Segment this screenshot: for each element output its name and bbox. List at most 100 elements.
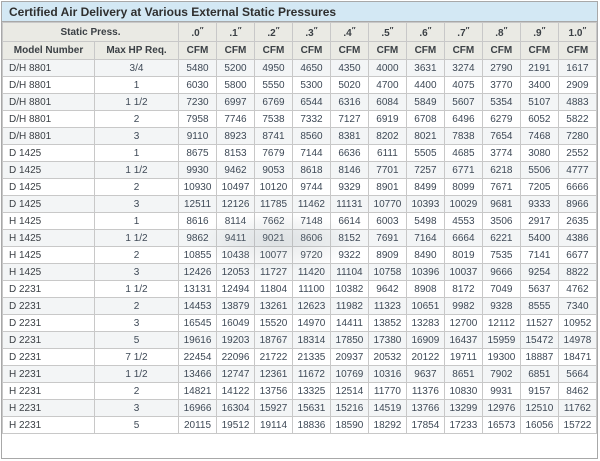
cfm-value-cell: 11100 (291, 280, 331, 298)
cfm-value-cell: 10855 (178, 246, 217, 264)
inch-mark: ″ (275, 25, 280, 35)
cfm-value-cell: 13299 (443, 399, 483, 417)
cfm-value-cell: 12053 (216, 263, 255, 281)
cfm-value-cell: 14411 (329, 314, 369, 332)
table-row: D 2231 7 1/2 22454 22096 21722 21335 20937 2053… (2, 348, 598, 366)
inch-mark: ″ (503, 25, 508, 35)
cfm-value-cell: 1617 (557, 59, 598, 77)
cfm-value-cell: 18292 (367, 416, 407, 434)
cfm-value-cell: 10077 (253, 246, 293, 264)
cfm-value-cell: 6636 (329, 144, 369, 162)
cfm-value-cell: 7230 (178, 93, 217, 111)
pressure-header-row: Static Press. .0″ .1″ .2″ .3″ .4″ .5″ .6″ .7″ .8… (1, 22, 598, 42)
cfm-value-cell: 10758 (367, 263, 407, 281)
model-number-header: Model Number (2, 41, 95, 60)
cfm-value-cell: 6084 (367, 93, 407, 111)
cfm-value-cell: 13466 (178, 365, 217, 383)
cfm-value-cell: 6677 (557, 246, 598, 264)
cfm-value-cell: 5498 (405, 212, 445, 230)
model-number-cell: D 1425 (2, 195, 95, 213)
cfm-value-cell: 7332 (291, 110, 331, 128)
pressure-value: .6 (419, 27, 428, 39)
pressure-header-8in: .8″ (481, 22, 521, 42)
cfm-value-cell: 16304 (216, 399, 255, 417)
cfm-value-cell: 15631 (291, 399, 331, 417)
cfm-value-cell: 9930 (178, 161, 217, 179)
cfm-value-cell: 3506 (481, 212, 521, 230)
cfm-value-cell: 4553 (443, 212, 483, 230)
cfm-value-cell: 6218 (481, 161, 521, 179)
cfm-value-cell: 19711 (443, 348, 483, 366)
cfm-value-cell: 22454 (178, 348, 217, 366)
cfm-value-cell: 10037 (443, 263, 483, 281)
max-hp-cell: 3 (93, 195, 180, 213)
cfm-value-cell: 7902 (481, 365, 521, 383)
cfm-value-cell: 2909 (557, 76, 598, 94)
cfm-value-cell: 11376 (405, 382, 445, 400)
cfm-value-cell: 3774 (481, 144, 521, 162)
cfm-value-cell: 5849 (405, 93, 445, 111)
cfm-value-cell: 11131 (329, 195, 369, 213)
pressure-header-2in: .2″ (253, 22, 293, 42)
cfm-value-cell: 11982 (329, 297, 369, 315)
table-row: H 1425 3 12426 12053 11727 11420 11104 10758 103… (2, 263, 598, 281)
pressure-header-0in: .0″ (178, 22, 217, 42)
max-hp-cell: 1 (93, 212, 180, 230)
cfm-value-cell: 18887 (519, 348, 559, 366)
cfm-value-cell: 8923 (216, 127, 255, 145)
cfm-value-cell: 7340 (557, 297, 598, 315)
cfm-value-cell: 9157 (519, 382, 559, 400)
pressure-value: 1.0 (568, 27, 583, 39)
air-delivery-table: Static Press. .0″ .1″ .2″ .3″ .4″ .5″ .6″ .7″ .8… (1, 22, 598, 434)
cfm-value-cell: 9110 (178, 127, 217, 145)
cfm-value-cell: 7148 (291, 212, 331, 230)
max-hp-cell: 3 (93, 127, 180, 145)
cfm-value-cell: 10651 (405, 297, 445, 315)
table-row: H 1425 2 10855 10438 10077 9720 9322 8909 8490 80… (2, 246, 598, 264)
cfm-value-cell: 15520 (253, 314, 293, 332)
inch-mark: ″ (541, 25, 546, 35)
cfm-value-cell: 8741 (253, 127, 293, 145)
cfm-value-cell: 20122 (405, 348, 445, 366)
pressure-header-10in: 1.0″ (557, 22, 598, 42)
cfm-value-cell: 9328 (481, 297, 521, 315)
cfm-value-cell: 9322 (329, 246, 369, 264)
cfm-value-cell: 10029 (443, 195, 483, 213)
model-number-cell: D/H 8801 (2, 76, 95, 94)
cfm-value-cell: 18767 (253, 331, 293, 349)
cfm-value-cell: 3080 (519, 144, 559, 162)
cfm-value-cell: 11762 (557, 399, 598, 417)
cfm-value-cell: 17850 (329, 331, 369, 349)
cfm-value-cell: 2790 (481, 59, 521, 77)
cfm-value-cell: 5505 (405, 144, 445, 162)
cfm-unit-header: CFM (329, 41, 369, 60)
max-hp-cell: 2 (93, 110, 180, 128)
cfm-value-cell: 4762 (557, 280, 598, 298)
pressure-value: .0 (191, 27, 200, 39)
cfm-value-cell: 13766 (405, 399, 445, 417)
cfm-value-cell: 7679 (253, 144, 293, 162)
table-body: D/H 8801 3/4 5480 5200 4950 4650 4350 4000 3631 3… (2, 59, 598, 434)
cfm-value-cell: 20532 (367, 348, 407, 366)
cfm-value-cell: 10769 (329, 365, 369, 383)
table-header: Static Press. .0″ .1″ .2″ .3″ .4″ .5″ .6″ .7″ .8… (1, 22, 598, 60)
inch-mark: ″ (351, 25, 356, 35)
cfm-value-cell: 7049 (481, 280, 521, 298)
max-hp-cell: 1 1/2 (93, 93, 180, 111)
cfm-value-cell: 9642 (367, 280, 407, 298)
cfm-value-cell: 15722 (557, 416, 598, 434)
cfm-value-cell: 8616 (178, 212, 217, 230)
table-row: D/H 8801 1 6030 5800 5550 5300 5020 4700 4400 407… (2, 76, 598, 94)
cfm-value-cell: 14970 (291, 314, 331, 332)
cfm-value-cell: 8909 (367, 246, 407, 264)
cfm-value-cell: 8114 (216, 212, 255, 230)
cfm-value-cell: 4400 (405, 76, 445, 94)
pressure-header-6in: .6″ (405, 22, 445, 42)
cfm-value-cell: 10930 (178, 178, 217, 196)
model-number-cell: H 1425 (2, 229, 95, 247)
max-hp-cell: 3 (93, 314, 180, 332)
max-hp-cell: 2 (93, 382, 180, 400)
cfm-value-cell: 7141 (519, 246, 559, 264)
model-number-cell: H 2231 (2, 399, 95, 417)
cfm-value-cell: 8152 (329, 229, 369, 247)
